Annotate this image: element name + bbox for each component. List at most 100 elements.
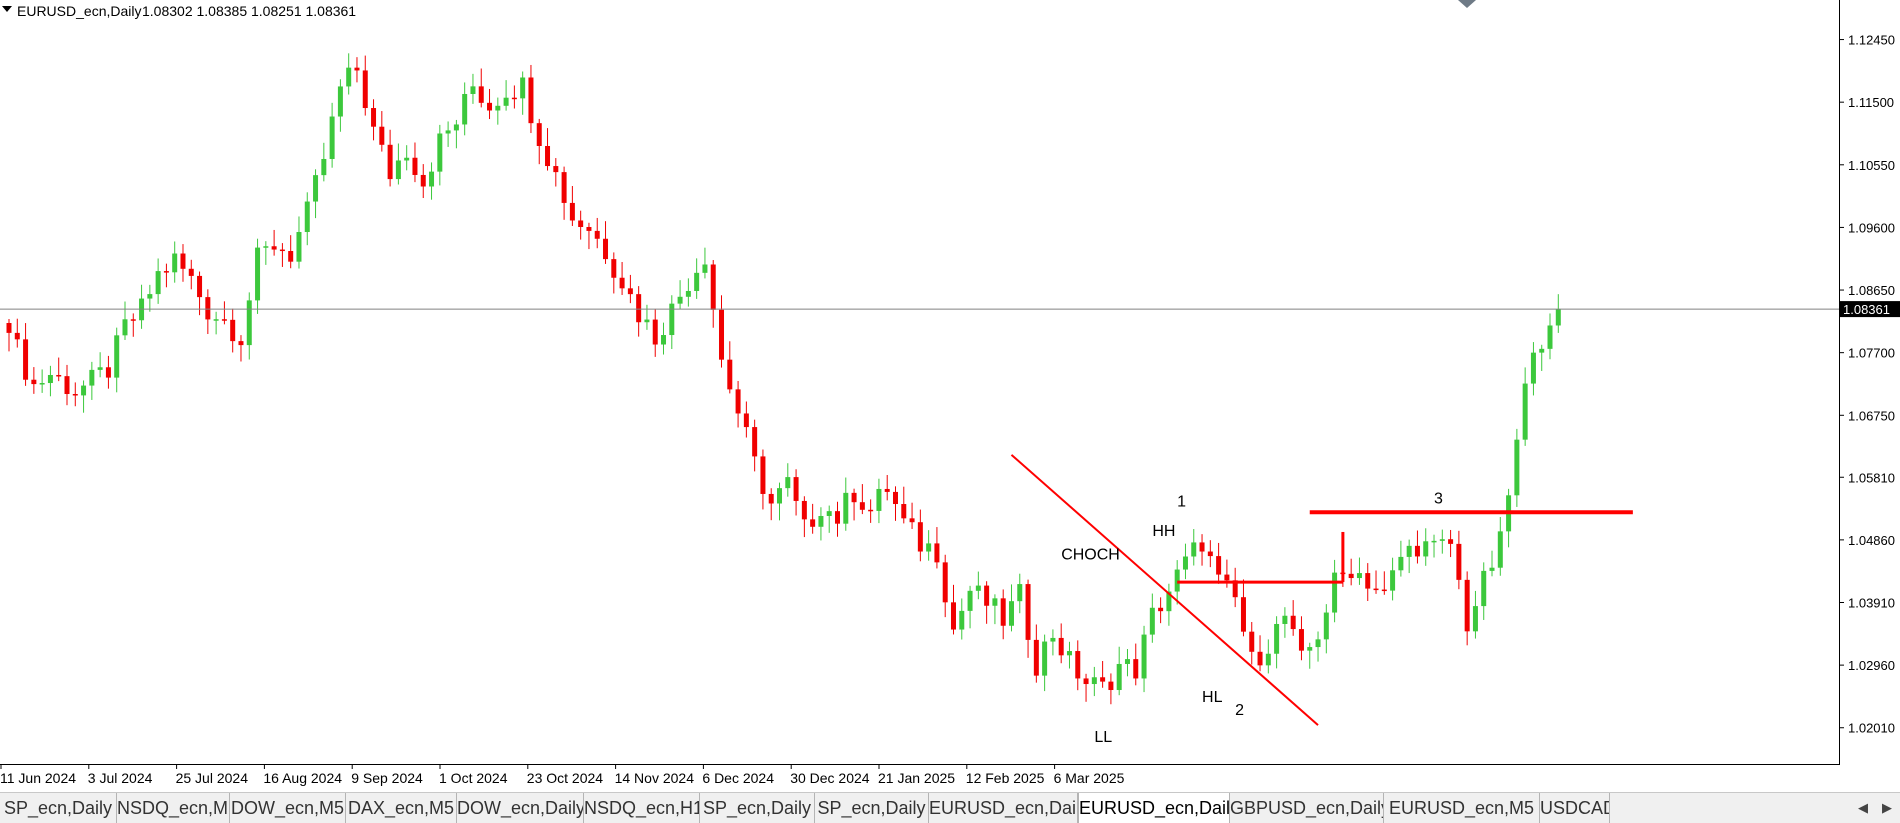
current-price-tag: 1.08361 [1840, 301, 1900, 318]
bull-candle [669, 295, 675, 350]
chart-tab[interactable]: EURUSD_ecn,M5 [1384, 793, 1540, 823]
bear-candle [1348, 558, 1354, 586]
bull-candle [1431, 534, 1437, 558]
chart-tab[interactable]: EURUSD_ecn,Daily [1078, 793, 1230, 823]
symbol-dropdown-icon[interactable] [2, 6, 12, 12]
price-tick-label: 1.11500 [1848, 95, 1894, 110]
bull-candle [155, 258, 161, 304]
price-axis[interactable]: 1.12450 1.11500 1.10550 1.09600 1.08650 1.077… [1839, 33, 1895, 736]
bull-candle [404, 145, 410, 171]
chart-tab[interactable]: EURUSD_ecn,Daily [929, 793, 1078, 823]
bear-candle [636, 286, 642, 337]
bull-candle [453, 119, 459, 149]
bull-candle [1042, 634, 1048, 692]
bull-candle [47, 365, 53, 397]
price-tick-label: 1.12450 [1848, 33, 1895, 48]
chart-tab[interactable]: SP_ecn,Daily [815, 793, 929, 823]
bull-candle [1191, 529, 1197, 566]
bull-candle [39, 369, 45, 393]
bull-candle [89, 361, 95, 400]
bull-candle [1166, 583, 1172, 626]
bear-candle [72, 382, 78, 407]
bull-candle [975, 571, 981, 600]
chart-tab[interactable]: DOW_ecn,M5 [230, 793, 346, 823]
time-axis[interactable]: 11 Jun 2024 3 Jul 2024 25 Jul 2024 16 Aug 2… [0, 764, 1125, 786]
annotation-label-choch: CHOCH [1061, 547, 1120, 564]
time-tick-label: 6 Mar 2025 [1054, 770, 1125, 786]
bear-candle [379, 111, 385, 152]
bear-candle [627, 274, 633, 304]
bear-candle [586, 222, 592, 250]
scroll-marker-icon[interactable] [1458, 0, 1476, 8]
bear-candle [1083, 673, 1089, 702]
bear-candle [1456, 530, 1462, 590]
symbol-label: EURUSD_ecn,Daily [17, 3, 141, 19]
bear-candle [868, 499, 874, 523]
bear-candle [205, 289, 211, 335]
bull-candle [1398, 540, 1404, 577]
bull-candle [967, 585, 973, 629]
bear-candle [569, 186, 575, 226]
bull-candle [1282, 607, 1288, 638]
bear-candle [1414, 530, 1420, 564]
current-price-label: 1.08361 [1843, 302, 1890, 317]
bear-candle [1240, 579, 1246, 637]
bear-candle [1000, 589, 1006, 640]
time-tick-label: 21 Jan 2025 [878, 770, 955, 786]
bull-candle [213, 311, 219, 335]
bull-candle [1530, 342, 1536, 396]
chart-tab[interactable]: DOW_ecn,Daily [457, 793, 584, 823]
bear-candle [735, 380, 741, 428]
annotation-label-ll: LL [1094, 729, 1112, 746]
tab-scroll-left-button[interactable]: ◀ [1854, 797, 1872, 819]
bear-candle [478, 68, 484, 108]
bear-candle [710, 260, 716, 328]
bear-candle [793, 469, 799, 516]
bear-candle [1448, 529, 1454, 558]
bull-candle [826, 505, 832, 533]
bear-candle [371, 99, 377, 141]
chart-tab[interactable]: GBPUSD_ecn,Daily [1230, 793, 1384, 823]
chart-tab-bar: SP_ecn,Daily NSDQ_ecn,M1 DOW_ecn,M5 DAX_ecn… [0, 792, 1900, 823]
bull-candle [702, 247, 708, 279]
bull-candle [1050, 629, 1056, 656]
chart-tab[interactable]: SP_ecn,Daily [0, 793, 117, 823]
bear-candle [420, 164, 426, 199]
bull-candle [926, 530, 932, 561]
bull-candle [1489, 550, 1495, 577]
bull-candle [1307, 642, 1313, 669]
bull-candle [172, 241, 178, 283]
tab-scroll-right-button[interactable]: ▶ [1878, 797, 1896, 819]
chart-tab[interactable]: NSDQ_ecn,M1 [117, 793, 230, 823]
time-tick-label: 1 Oct 2024 [439, 770, 508, 786]
bear-candle [130, 313, 136, 337]
bear-candle [412, 142, 418, 183]
bull-candle [644, 304, 650, 330]
chart-tab[interactable]: SP_ecn,Daily [700, 793, 815, 823]
bear-candle [835, 501, 840, 537]
bull-candle [147, 284, 153, 312]
time-tick-label: 12 Feb 2025 [966, 770, 1045, 786]
bear-candle [1100, 661, 1106, 688]
bear-candle [884, 474, 890, 501]
bear-candle [221, 301, 227, 325]
bull-candle [1116, 646, 1122, 696]
chart-tab[interactable]: DAX_ecn,M5 [346, 793, 457, 823]
time-tick-label: 25 Jul 2024 [176, 770, 249, 786]
chart-tab[interactable]: USDCAD_ecn,Daily [1540, 793, 1610, 823]
bear-candle [387, 129, 393, 187]
bear-candle [197, 271, 203, 316]
bull-candle [503, 80, 509, 111]
bear-candle [64, 364, 70, 406]
bull-candle [470, 73, 476, 104]
bear-candle [859, 484, 865, 515]
bull-candle [1274, 616, 1280, 669]
price-tick-label: 1.05810 [1848, 470, 1895, 485]
chart-tab[interactable]: NSDQ_ecn,H1 [584, 793, 700, 823]
bull-candle [677, 280, 683, 310]
bear-candle [1108, 673, 1114, 705]
bull-candle [1141, 625, 1147, 693]
bull-candle [1522, 367, 1528, 446]
bear-candle [536, 118, 542, 165]
